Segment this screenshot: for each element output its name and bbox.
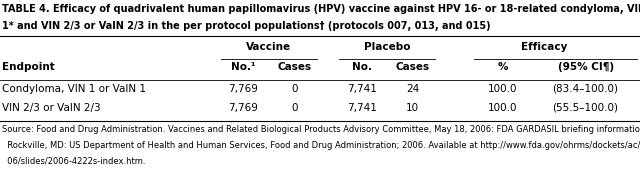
Text: TABLE 4. Efficacy of quadrivalent human papillomavirus (HPV) vaccine against HPV: TABLE 4. Efficacy of quadrivalent human …	[2, 4, 640, 14]
Text: Cases: Cases	[396, 62, 430, 72]
Text: Rockville, MD: US Department of Health and Human Services, Food and Drug Adminis: Rockville, MD: US Department of Health a…	[2, 141, 640, 150]
Text: No.: No.	[351, 62, 372, 72]
Text: Placebo: Placebo	[364, 42, 410, 52]
Text: 06/slides/2006-4222s-index.htm.: 06/slides/2006-4222s-index.htm.	[2, 156, 145, 165]
Text: Efficacy: Efficacy	[521, 42, 567, 52]
Text: 7,769: 7,769	[228, 103, 258, 113]
Text: 100.0: 100.0	[488, 103, 517, 113]
Text: 7,741: 7,741	[347, 84, 376, 94]
Text: Cases: Cases	[277, 62, 312, 72]
Text: (83.4–100.0): (83.4–100.0)	[552, 84, 619, 94]
Text: Source: Food and Drug Administration. Vaccines and Related Biological Products A: Source: Food and Drug Administration. Va…	[2, 125, 640, 134]
Text: (55.5–100.0): (55.5–100.0)	[552, 103, 619, 113]
Text: %: %	[497, 62, 508, 72]
Text: 7,741: 7,741	[347, 103, 376, 113]
Text: 7,769: 7,769	[228, 84, 258, 94]
Text: Endpoint: Endpoint	[2, 62, 54, 72]
Text: No.¹: No.¹	[231, 62, 255, 72]
Text: 1* and VIN 2/3 or VaIN 2/3 in the per protocol populations† (protocols 007, 013,: 1* and VIN 2/3 or VaIN 2/3 in the per pr…	[2, 21, 490, 31]
Text: (95% CI¶): (95% CI¶)	[557, 62, 614, 72]
Text: 0: 0	[291, 103, 298, 113]
Text: Vaccine: Vaccine	[246, 42, 291, 52]
Text: 100.0: 100.0	[488, 84, 517, 94]
Text: 24: 24	[406, 84, 419, 94]
Text: 10: 10	[406, 103, 419, 113]
Text: VIN 2/3 or VaIN 2/3: VIN 2/3 or VaIN 2/3	[2, 103, 100, 113]
Text: 0: 0	[291, 84, 298, 94]
Text: Condyloma, VIN 1 or VaIN 1: Condyloma, VIN 1 or VaIN 1	[2, 84, 146, 94]
